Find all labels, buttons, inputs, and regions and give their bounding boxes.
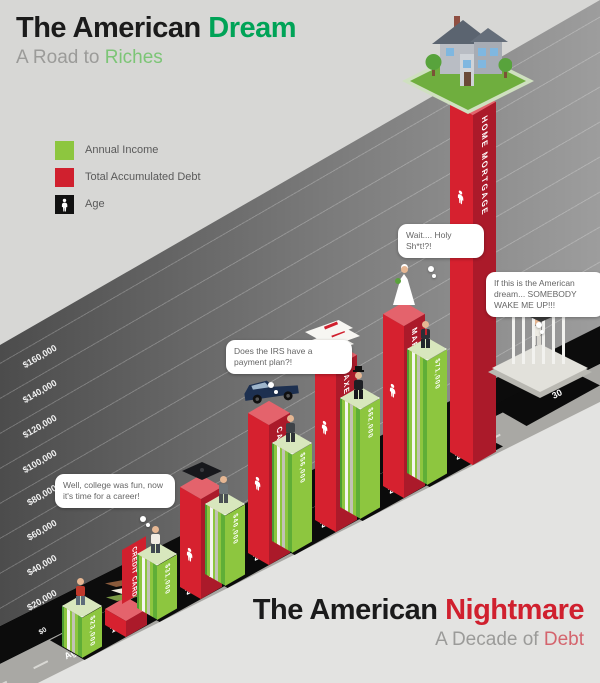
bubble-dot bbox=[536, 322, 542, 328]
speech-bubble: Does the IRS have a payment plan?! bbox=[226, 340, 352, 375]
bubble-dot bbox=[540, 330, 544, 334]
age-person-icon bbox=[387, 380, 398, 400]
legend: Annual Income Total Accumulated Debt Age bbox=[55, 140, 201, 221]
bubble-dot bbox=[268, 382, 274, 388]
speech-bubble: If this is the American dream... SOMEBOD… bbox=[486, 272, 600, 318]
graduation-cap-button bbox=[200, 468, 204, 472]
bubble-dot bbox=[146, 523, 150, 527]
speech-bubble: Wait.... Holy Sh*t!?! bbox=[398, 224, 484, 259]
groom-figure bbox=[352, 366, 365, 399]
person-figure bbox=[149, 526, 162, 554]
page-title: The American Dream bbox=[16, 12, 297, 44]
house-icon bbox=[425, 16, 512, 86]
legend-row-debt: Total Accumulated Debt bbox=[55, 167, 201, 187]
age-person-icon bbox=[455, 187, 466, 207]
age-person-icon bbox=[252, 473, 263, 493]
age-person-icon bbox=[319, 417, 330, 437]
income-swatch bbox=[55, 140, 74, 160]
debt-swatch bbox=[55, 167, 74, 187]
person-figure bbox=[74, 578, 87, 606]
person-figure bbox=[419, 321, 432, 349]
legend-row-income: Annual Income bbox=[55, 140, 201, 160]
footer-subtitle: A Decade of Debt bbox=[435, 629, 584, 650]
person-figure bbox=[217, 476, 230, 504]
page-subtitle: A Road to Riches bbox=[16, 47, 163, 68]
age-person-icon bbox=[184, 544, 195, 564]
bottom-title-block: The American Nightmare A Decade of Debt bbox=[252, 594, 585, 651]
bride-figure bbox=[393, 266, 415, 306]
bubble-dot bbox=[140, 516, 146, 522]
speech-bubble: Well, college was fun, now it's time for… bbox=[55, 474, 175, 509]
age-swatch bbox=[55, 194, 74, 214]
bubble-dot bbox=[428, 266, 434, 272]
footer-title: The American Nightmare bbox=[252, 594, 585, 626]
person-figure bbox=[284, 415, 297, 443]
legend-row-age: Age bbox=[55, 194, 201, 214]
pickup-truck-icon bbox=[244, 380, 299, 404]
top-title-block: The American Dream A Road to Riches bbox=[16, 12, 297, 69]
bubble-dot bbox=[274, 390, 278, 394]
age-person-icon bbox=[59, 198, 70, 212]
bubble-dot bbox=[432, 274, 436, 278]
